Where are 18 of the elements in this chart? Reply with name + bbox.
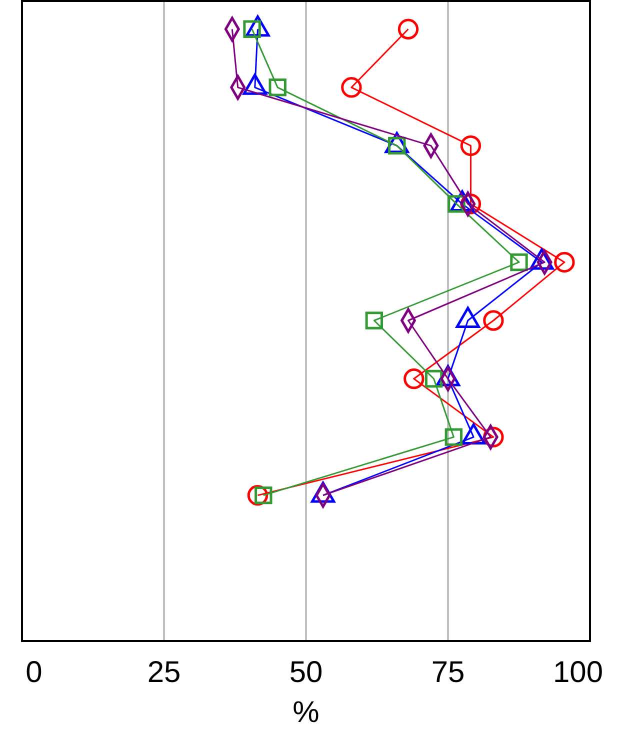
- point: [483, 310, 504, 331]
- point: [460, 135, 482, 156]
- point: [268, 78, 286, 96]
- point: [398, 18, 419, 40]
- point: [554, 252, 575, 273]
- point: [444, 428, 463, 446]
- point: [341, 77, 362, 98]
- x-tick-label: 50: [289, 656, 323, 689]
- point: [254, 486, 272, 504]
- x-tick-label: 100: [552, 656, 604, 689]
- x-tick-label: 25: [147, 656, 181, 689]
- x-tick-label: 75: [431, 656, 465, 689]
- x-tick-label: 0: [26, 656, 42, 689]
- x-axis-title: %: [292, 696, 320, 729]
- point: [424, 370, 443, 388]
- point: [404, 368, 424, 390]
- point: [365, 312, 384, 330]
- point: [510, 253, 528, 272]
